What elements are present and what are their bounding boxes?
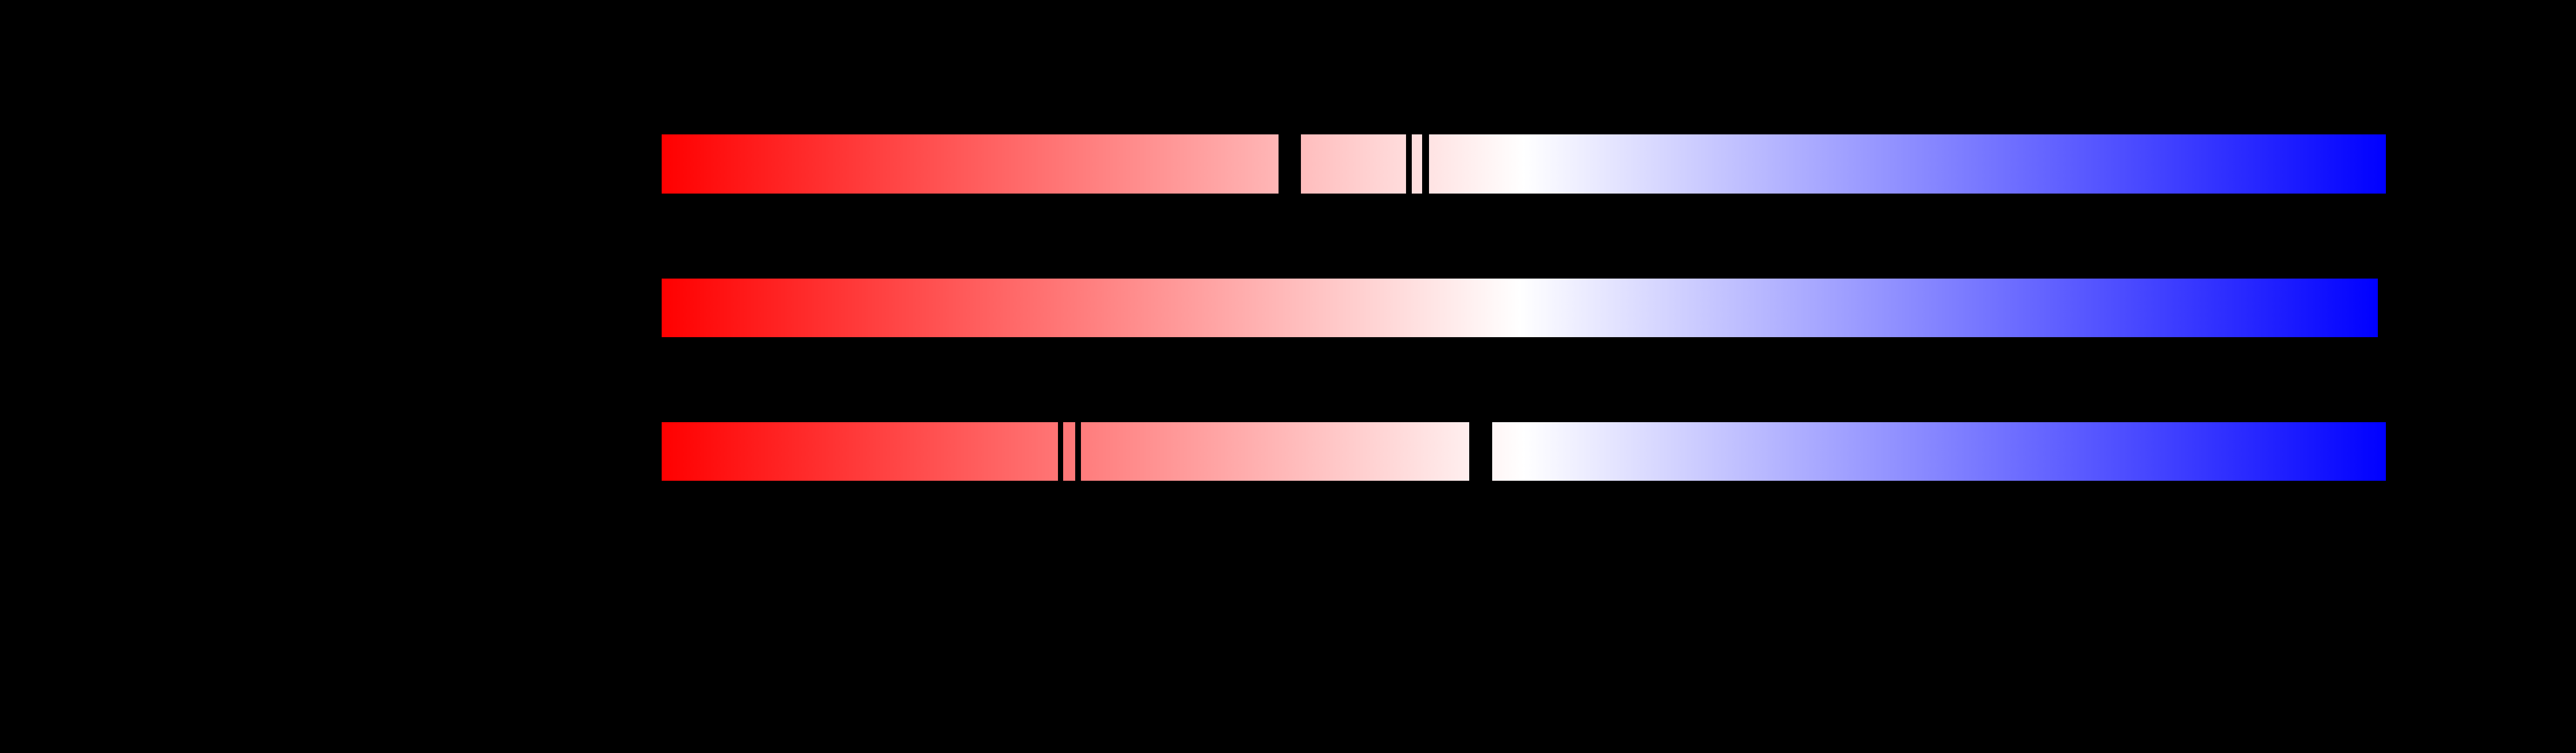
colorbar-1 [662, 134, 2386, 194]
break-mark [1075, 422, 1081, 481]
break-mark [1469, 422, 1492, 481]
break-mark [1279, 134, 1301, 194]
break-mark [1058, 422, 1063, 481]
colorbar-3 [662, 422, 2386, 481]
break-mark [1422, 134, 1429, 194]
break-mark [1406, 134, 1412, 194]
colorbar-2 [662, 279, 2378, 337]
